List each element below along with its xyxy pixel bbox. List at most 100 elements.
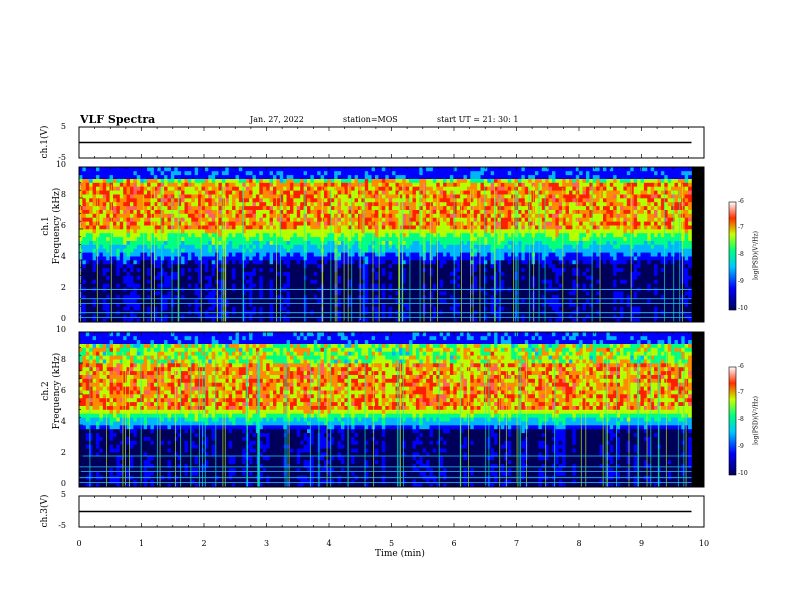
spectrogram-cell [150,198,155,203]
spectrogram-cell [184,248,189,253]
spectrogram-cell [238,256,243,261]
spectrogram-cell [167,190,172,195]
spectrogram-cell [378,174,383,179]
spectrogram-cell [351,221,355,226]
spectrogram-cell [225,167,229,172]
spectrogram-cell [136,170,141,176]
spectrogram-cell [150,298,155,303]
spectrogram-cell [208,260,212,265]
spectrogram-cell [228,221,233,226]
spectrogram-cell [432,229,437,234]
spectrogram-cell [255,298,260,303]
spectrogram-cell [116,194,121,199]
spectrogram-cell [150,306,155,311]
spectrogram-cell [221,314,226,319]
spectrogram-cell [398,201,403,207]
spectrogram-cell [409,306,413,311]
spectrogram-cell [82,186,87,191]
spectrogram-cell [174,205,178,210]
spectrogram-cell [436,267,440,272]
spectrogram-cell [174,221,178,226]
spectrogram-cell [354,186,359,191]
spectrogram-cell [426,267,430,272]
spectrogram-cell [106,229,110,234]
spectrogram-cell [303,291,308,296]
spectrogram-cell [446,252,451,257]
spectrogram-cell [225,186,229,191]
spectrogram-cell [436,198,440,203]
spectrogram-cell [232,318,236,323]
spectrogram-cell [395,256,400,261]
spectrogram-cell [123,260,127,265]
spectrogram-cell [477,186,481,191]
spectrogram-cell [119,221,124,226]
spectrogram-cell [412,283,417,288]
spectrogram-cell [228,236,233,241]
spectrogram-cell [293,298,298,303]
spectrogram-cell [123,298,127,303]
spectrogram-cell [470,291,474,296]
spectrogram-cell [130,283,134,288]
spectrogram-cell [460,167,464,172]
spectrogram-cell [191,271,195,276]
spectrogram-cell [130,209,134,214]
spectrogram-cell [273,170,277,176]
spectrogram-cell [167,244,172,249]
spectrogram-cell [194,174,199,179]
spectrogram-cell [351,232,355,238]
spectrogram-cell [170,302,175,307]
spectrogram-cell [170,229,175,234]
spectrogram-cell [354,170,359,176]
spectrogram-cell [296,205,301,210]
spectrogram-cell [303,229,308,234]
spectrogram-cell [385,263,389,269]
spectrogram-cell [187,205,192,210]
spectrogram-cell [228,275,233,280]
spectrogram-cell [371,240,376,245]
spectrogram-cell [92,217,97,222]
spectrogram-cell [426,201,430,207]
spectrogram-cell [116,182,121,187]
spectrogram-cell [143,217,148,222]
spectrogram-cell [412,194,417,199]
spectrogram-cell [344,225,349,230]
spectrogram-cell [153,275,158,280]
spectrogram-cell [473,240,478,245]
spectrogram-cell [232,213,236,218]
spectrogram-cell [102,221,107,226]
spectrogram-cell [480,283,485,288]
spectrogram-cell [252,306,257,311]
spectrogram-cell [490,229,495,234]
spectrogram-cell [371,182,376,187]
spectrogram-cell [466,209,471,214]
spectrogram-cell [164,263,168,269]
spectrogram-cell [449,306,454,311]
spectrogram-cell [232,217,236,222]
spectrogram-cell [123,256,127,261]
spectrogram-cell [266,201,270,207]
spectrogram-cell [228,263,233,269]
spectrogram-cell [174,283,178,288]
spectrogram-cell [204,252,209,257]
spectrogram-cell [453,217,457,222]
spectrogram-cell [398,174,403,179]
spectrogram-cell [300,248,304,253]
spectrogram-cell [276,240,281,245]
spectrogram-cell [395,213,400,218]
spectrogram-cell [290,194,294,199]
spectrogram-cell [361,209,366,214]
spectrogram-cell [279,194,284,199]
spectrogram-cell [177,209,182,214]
spectrogram-cell [191,167,195,172]
spectrogram-cell [89,291,93,296]
spectrogram-cell [174,256,178,261]
spectrogram-cell [490,205,495,210]
spectrogram-cell [303,267,308,272]
spectrogram-cell [187,167,192,172]
spectrogram-cell [89,298,93,303]
spectrogram-cell [358,178,362,183]
cb2-tick: -6 [738,363,744,370]
spectrogram-cell [480,252,485,257]
spectrogram-cell [460,209,464,214]
spectrogram-cell [351,213,355,218]
